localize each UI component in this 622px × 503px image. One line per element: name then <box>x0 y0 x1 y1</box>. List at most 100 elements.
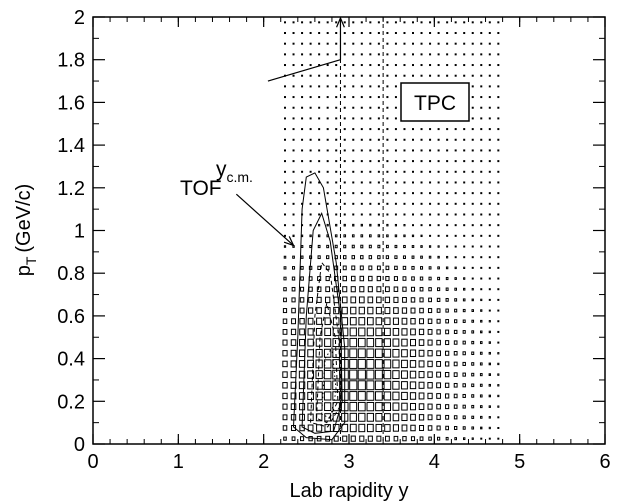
tpc-bin <box>412 224 414 227</box>
tpc-bin <box>436 297 441 302</box>
tpc-bin <box>401 359 408 369</box>
tpc-bin <box>385 244 389 249</box>
tpc-bin <box>343 138 346 141</box>
tpc-bin <box>497 394 500 398</box>
tpc-bin <box>301 224 304 227</box>
tpc-bin <box>401 402 408 411</box>
tpc-bin <box>383 402 391 412</box>
tpc-bin <box>292 149 295 152</box>
tpc-bin <box>374 369 383 380</box>
tpc-bin <box>437 234 440 237</box>
tpc-bin <box>292 181 295 184</box>
tpc-bin <box>471 224 474 227</box>
tpc-bin <box>446 192 449 195</box>
tpc-bin <box>316 424 323 432</box>
tpc-bin <box>298 349 306 358</box>
tpc-bin <box>445 266 449 270</box>
tpc-bin <box>283 266 287 270</box>
tpc-bin <box>497 64 500 67</box>
tpc-bin <box>360 149 363 152</box>
tpc-bin <box>488 341 491 344</box>
tpc-bin <box>471 330 475 334</box>
tpc-bin <box>335 42 338 45</box>
tpc-bin <box>497 426 500 429</box>
tpc-bin <box>479 341 483 345</box>
tpc-bin <box>349 369 358 380</box>
tpc-bin <box>454 128 457 131</box>
tpc-bin <box>454 138 457 141</box>
tpc-bin <box>301 202 304 205</box>
tpc-bin <box>436 425 441 431</box>
tpc-bin <box>463 181 466 184</box>
tpc-bin <box>290 403 297 410</box>
tpc-bin <box>394 170 397 173</box>
tpc-bin <box>351 255 356 260</box>
tpc-bin <box>318 138 321 141</box>
tpc-bin <box>282 403 288 410</box>
tof-arrow-head <box>283 236 295 247</box>
tpc-bin <box>375 317 383 326</box>
tpc-bin <box>402 286 407 292</box>
tpc-bin <box>454 32 457 35</box>
tpc-bin <box>497 149 500 152</box>
tpc-bin <box>309 244 312 249</box>
tpc-bin <box>471 42 474 45</box>
tpc-bin <box>446 255 449 259</box>
tpc-bin <box>488 266 491 269</box>
tpc-bin <box>480 288 483 291</box>
tpc-bin <box>351 234 355 238</box>
tpc-bin <box>410 297 416 303</box>
tpc-bin <box>419 297 424 303</box>
tpc-bin <box>284 42 286 45</box>
tpc-bin <box>360 42 363 45</box>
tpc-bin <box>386 234 389 238</box>
tpc-bin <box>429 181 432 184</box>
tpc-bin <box>444 371 450 378</box>
tpc-bin <box>446 138 449 141</box>
tpc-bin <box>463 128 466 131</box>
tpc-bin <box>358 327 366 337</box>
tpc-bin <box>335 170 338 173</box>
tpc-bin <box>307 402 314 411</box>
x-tick-label: 1 <box>173 451 184 473</box>
tpc-bin <box>488 202 491 205</box>
tpc-bin <box>394 149 397 152</box>
tpc-bin <box>360 53 363 56</box>
tpc-bin <box>403 32 406 35</box>
tpc-bin <box>309 224 312 227</box>
tpc-bin <box>335 96 338 99</box>
tpc-bin <box>309 181 312 184</box>
tpc-bin <box>352 160 355 163</box>
tpc-bin <box>352 85 355 88</box>
tpc-bin <box>403 21 406 24</box>
tpc-bin <box>463 266 466 269</box>
tpc-bin <box>462 330 466 334</box>
tpc-bin <box>497 224 500 227</box>
tpc-bin <box>403 213 406 216</box>
tpc-bin <box>384 424 391 432</box>
tpc-bin <box>394 128 397 131</box>
tpc-bin <box>377 21 380 24</box>
tpc-bin <box>480 85 483 88</box>
tpc-bin <box>488 426 491 430</box>
tpc-bin <box>453 351 458 356</box>
tpc-bin <box>301 106 304 109</box>
tpc-bin <box>284 202 286 205</box>
tpc-bin <box>318 192 321 195</box>
tpc-bin <box>300 265 304 270</box>
tpc-bin <box>497 74 500 77</box>
tpc-bin <box>332 391 341 401</box>
tpc-bin <box>463 192 466 195</box>
tpc-bin <box>377 64 380 67</box>
tpc-bin <box>290 371 297 379</box>
tpc-bin <box>497 298 500 301</box>
tpc-bin <box>309 160 312 163</box>
tpc-bin <box>335 53 338 56</box>
tpc-bin <box>488 394 491 398</box>
tpc-bin <box>369 106 372 109</box>
tpc-bin <box>409 392 417 400</box>
tpc-bin <box>284 138 286 141</box>
tpc-bin <box>454 42 457 45</box>
tpc-bin <box>480 170 483 173</box>
tpc-bin <box>309 117 312 120</box>
